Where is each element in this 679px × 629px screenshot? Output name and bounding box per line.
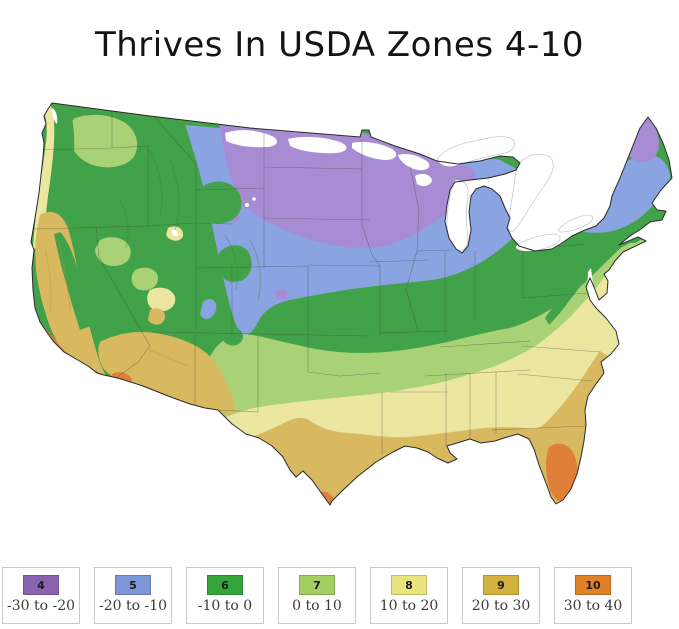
zone-7-swatch: 7 [299,575,335,595]
zone-6-swatch: 6 [207,575,243,595]
legend-item-zone-5: 5 -20 to -10 [94,567,172,624]
zone-8-swatch: 8 [391,575,427,595]
zone-7-range: 0 to 10 [292,598,342,614]
page-title: Thrives In USDA Zones 4-10 [94,24,585,65]
zone-9-number: 9 [497,578,505,592]
legend-item-zone-6: 6 -10 to 0 [186,567,264,624]
zone-5-range: -20 to -10 [98,598,168,614]
us-outline [30,102,673,506]
zone-8-range: 10 to 20 [379,598,439,614]
zone-4-range: -30 to -20 [6,598,76,614]
zone-6-mountain-overlays [54,105,591,346]
zone-9-swatch: 9 [483,575,519,595]
lake-michigan [446,179,469,251]
legend-item-zone-10: 10 30 to 40 [554,567,632,624]
zone-5-number: 5 [129,578,137,592]
zone-10-swatch: 10 [575,575,611,595]
zone-5-swatch: 5 [115,575,151,595]
zone-legend: 4 -30 to -20 5 -20 to -10 6 -10 to 0 7 0… [2,567,632,624]
zone-4-swatch: 4 [23,575,59,595]
lake-ontario [557,214,593,233]
zone-7-number: 7 [313,578,321,592]
zone-6-number: 6 [221,578,229,592]
zone-6-range: -10 to 0 [197,598,253,614]
legend-item-zone-4: 4 -30 to -20 [2,567,80,624]
zone-10-range: 30 to 40 [563,598,623,614]
lake-superior [436,136,515,167]
legend-item-zone-8: 8 10 to 20 [370,567,448,624]
lake-erie [515,233,561,252]
terrain-shading-dry [44,239,189,367]
zone-10-number: 10 [585,578,601,592]
great-lakes [436,136,593,252]
lake-huron [507,153,554,232]
state-borders [32,104,601,455]
zone-4-number: 4 [37,578,45,592]
zone-8-number: 8 [405,578,413,592]
legend-item-zone-9: 9 20 to 30 [462,567,540,624]
legend-item-zone-7: 7 0 to 10 [278,567,356,624]
florida-keys [552,507,571,512]
zone-9-range: 20 to 30 [471,598,531,614]
